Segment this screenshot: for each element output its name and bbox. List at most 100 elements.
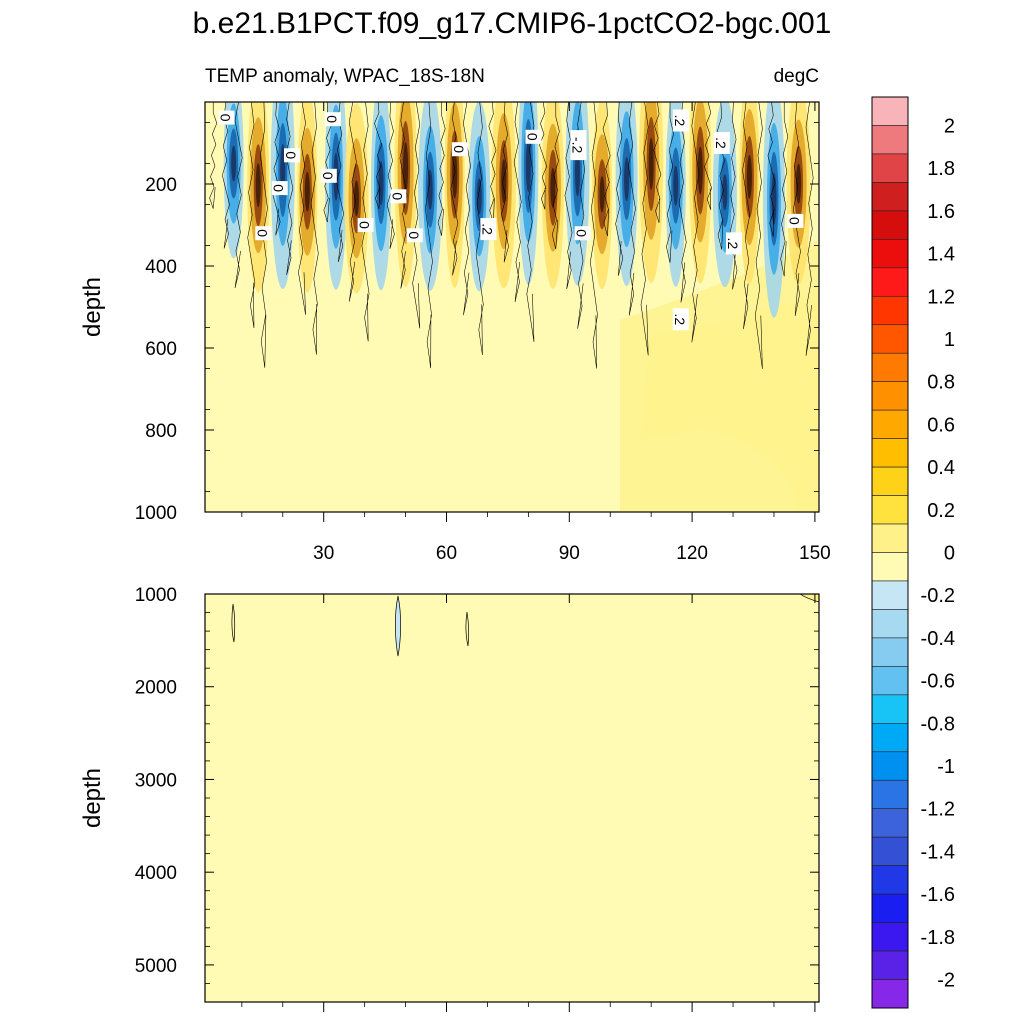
contour-label-15: 0: [574, 226, 591, 241]
contour-label-box-11: [255, 226, 272, 241]
anomaly-band-12-3: [525, 139, 531, 192]
contour-label-box-14: [480, 218, 497, 241]
lower-y-label: depth: [79, 768, 106, 828]
contour-label-box-1: [324, 112, 341, 127]
contour-label-box-17: [787, 213, 804, 228]
contour-line-23: [501, 102, 509, 263]
lower-ytick-label-4: 5000: [135, 956, 177, 977]
contour-label-text-17: 0: [786, 217, 802, 225]
lower-contour-small-1: [231, 603, 236, 643]
contour-label-2: 0: [283, 148, 300, 163]
colorbar-label-5: 1: [944, 329, 955, 351]
upper-xtick-label-4: 150: [799, 543, 831, 564]
contour-line-15: [399, 102, 408, 289]
contour-line-19: [450, 102, 459, 276]
colorbar-cell-28: [871, 893, 909, 923]
contour-label-box-15: [574, 226, 591, 241]
anomaly-band-21-3: [746, 155, 752, 200]
colorbar: 2 1.8 1.6 1.4 1.2 1 0.8 0.6 0.4 0.2 0 -0.2 -0.4 -0.6 -…: [871, 96, 955, 1009]
contour-label-box-0: [218, 110, 235, 125]
contour-line-18: [437, 102, 446, 236]
figure-title: b.e21.B1PCT.f09_g17.CMIP6-1pctCO2-bgc.00…: [193, 7, 832, 40]
contour-line-16: [412, 102, 421, 329]
contour-line-4: [260, 102, 268, 368]
colorbar-cell-3: [871, 182, 909, 212]
colorbar-cell-5: [871, 239, 909, 269]
colorbar-cell-12: [871, 438, 909, 468]
lower-ytick-label-2: 3000: [135, 770, 177, 791]
colorbar-label-18: -1.6: [921, 884, 955, 906]
contour-line-21: [475, 102, 484, 356]
contour-line-30: [590, 102, 598, 369]
colorbar-cell-21: [871, 694, 909, 724]
anomaly-band-9-3: [452, 150, 458, 199]
contour-label-text-5: 0: [389, 192, 405, 200]
colorbar-cell-8: [871, 324, 909, 354]
upper-frame: [204, 101, 820, 513]
contour-line-47: [805, 102, 814, 356]
colorbar-cell-23: [871, 751, 909, 781]
contour-label-16: .2: [725, 232, 742, 255]
colorbar-label-9: 0.2: [927, 500, 955, 522]
contour-label-5: 0: [389, 189, 407, 204]
contour-line-39: [704, 102, 712, 210]
contour-label-text-8: -.2: [570, 137, 586, 154]
colorbar-cell-4: [871, 210, 909, 240]
colorbar-label-17: -1.4: [921, 841, 955, 863]
contour-label-1: 0: [324, 112, 341, 127]
contour-line-0: [209, 102, 218, 209]
colorbar-cell-25: [871, 808, 909, 838]
contour-label-13: 0: [406, 228, 423, 243]
upper-warm-deep-region-2: [640, 300, 819, 512]
contour-label-text-13: 0: [406, 231, 422, 239]
contour-line-7: [298, 102, 306, 315]
upper-ytick-label-3: 800: [145, 421, 177, 442]
upper-ytick-label-1: 400: [145, 257, 177, 278]
upper-xtick-label-2: 90: [559, 543, 580, 564]
colorbar-label-2: 1.6: [927, 201, 955, 223]
contour-label-box-7: [525, 129, 542, 144]
anomaly-band-19-3: [697, 146, 703, 195]
contour-line-11: [348, 102, 357, 302]
lower-cold-anomaly-contour: [395, 595, 401, 657]
anomaly-band-17-3: [648, 137, 654, 190]
contour-label-box-10: [713, 132, 730, 154]
upper-subtitle-left: TEMP anomaly, WPAC_18S-18N: [205, 66, 485, 87]
anomaly-band-0-3: [231, 145, 237, 182]
colorbar-cell-6: [871, 267, 909, 297]
anomaly-band-11-3: [501, 159, 507, 204]
colorbar-cell-15: [871, 523, 909, 553]
colorbar-label-19: -1.8: [921, 927, 955, 949]
colorbar-label-15: -1: [937, 756, 955, 778]
contour-label-box-13: [406, 228, 423, 243]
upper-y-label: depth: [79, 277, 106, 337]
contour-label-0: 0: [218, 110, 235, 125]
colorbar-label-16: -1.2: [921, 799, 955, 821]
contour-label-text-9: .2: [672, 115, 688, 127]
contour-label-box-4: [320, 168, 337, 183]
contour-line-45: [780, 102, 789, 277]
contour-label-text-2: 0: [283, 151, 299, 159]
upper-ytick-label-2: 600: [145, 339, 177, 360]
contour-label-18: .2: [672, 308, 689, 331]
contour-line-25: [526, 102, 535, 342]
contour-line-22: [488, 102, 497, 223]
colorbar-cell-20: [871, 666, 909, 696]
contour-label-text-15: 0: [574, 229, 590, 237]
upper-plot-area: [205, 102, 819, 512]
colorbar-cell-7: [871, 295, 909, 326]
upper-x-axis: 30 60 90 120 150: [241, 102, 831, 564]
contour-line-41: [729, 102, 738, 290]
colorbar-cell-10: [871, 381, 909, 411]
colorbar-cell-18: [871, 609, 909, 639]
anomaly-band-22-3: [771, 172, 777, 225]
colorbar-label-6: 0.8: [927, 372, 955, 394]
contour-line-27: [551, 102, 560, 250]
colorbar-label-20: -2: [937, 970, 955, 992]
contour-label-text-4: 0: [320, 172, 336, 180]
colorbar-frame: [871, 96, 909, 1009]
contour-label-text-10: .2: [713, 137, 729, 149]
contour-line-28: [564, 102, 573, 290]
colorbar-label-1: 1.8: [927, 158, 955, 180]
contour-line-10: [336, 102, 344, 262]
